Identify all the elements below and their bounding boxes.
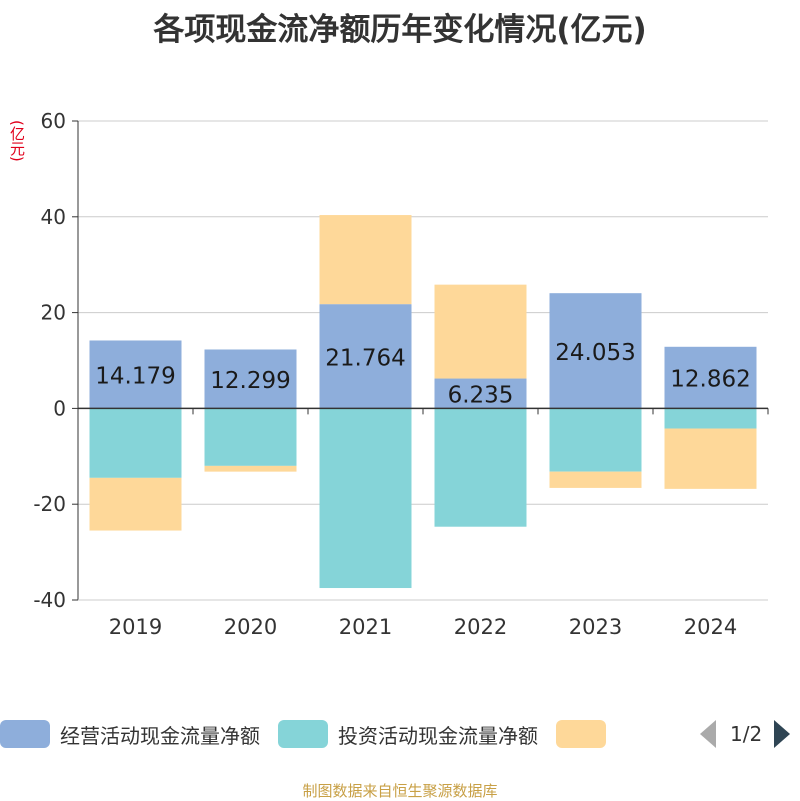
y-axis-unit: (亿元): [8, 120, 26, 162]
x-tick-label: 2019: [109, 615, 162, 639]
x-tick-label: 2021: [339, 615, 392, 639]
legend-label-operating: 经营活动现金流量净额: [60, 723, 260, 748]
data-label: 12.299: [210, 368, 290, 394]
legend-pager: 1/2: [700, 716, 791, 752]
data-label: 24.053: [555, 340, 635, 366]
bar-financing: [319, 215, 412, 305]
legend-item-operating[interactable]: 经营活动现金流量净额: [0, 720, 260, 749]
legend: 经营活动现金流量净额 投资活动现金流量净额: [0, 716, 634, 752]
data-label: 21.764: [325, 345, 405, 371]
stacked-bar-chart: 60 40 20 0 -20 -40 2019 2020 2021 2022 2023 2024 14.…: [33, 109, 769, 639]
x-tick-label: 2020: [224, 615, 277, 639]
bar-financing: [434, 284, 527, 379]
y-tick-label: 0: [53, 396, 66, 420]
legend-swatch-investing: [278, 720, 328, 748]
legend-item-financing[interactable]: [556, 720, 616, 748]
bar-investing: [434, 408, 527, 527]
x-tick-label: 2024: [684, 615, 737, 639]
bar-operating: [434, 378, 527, 409]
bar-operating: [319, 304, 412, 409]
bar-operating: [664, 346, 757, 409]
legend-prev-icon[interactable]: [700, 720, 716, 748]
bar-financing: [204, 465, 297, 472]
legend-swatch-operating: [0, 720, 50, 748]
legend-label-investing: 投资活动现金流量净额: [338, 723, 538, 748]
legend-page-indicator: 1/2: [730, 722, 763, 746]
bar-operating: [549, 293, 642, 409]
y-tick-label: 20: [41, 301, 66, 325]
bar-financing: [89, 477, 182, 531]
data-label: 6.235: [448, 382, 514, 408]
y-tick-label: 40: [41, 205, 66, 229]
data-source-note: 制图数据来自恒生聚源数据库: [302, 782, 498, 800]
bar-operating: [204, 349, 297, 409]
bar-investing: [204, 408, 297, 466]
y-tick-label: -20: [33, 492, 66, 516]
x-tick-label: 2022: [454, 615, 507, 639]
legend-next-icon[interactable]: [774, 720, 791, 748]
y-tick-label: 60: [41, 109, 66, 133]
legend-swatch-financing: [556, 720, 606, 748]
bar-investing: [549, 408, 642, 472]
bar-operating: [89, 340, 182, 409]
legend-item-investing[interactable]: 投资活动现金流量净额: [278, 720, 538, 749]
bar-investing: [319, 408, 412, 589]
bar-financing: [549, 471, 642, 488]
bar-financing: [664, 428, 757, 489]
bar-investing: [664, 408, 757, 429]
bar-investing: [89, 408, 182, 478]
y-tick-label: -40: [33, 588, 66, 612]
data-label: 14.179: [95, 363, 175, 389]
data-label: 12.862: [670, 367, 750, 393]
chart-title: 各项现金流净额历年变化情况(亿元): [153, 12, 647, 48]
x-tick-label: 2023: [569, 615, 622, 639]
